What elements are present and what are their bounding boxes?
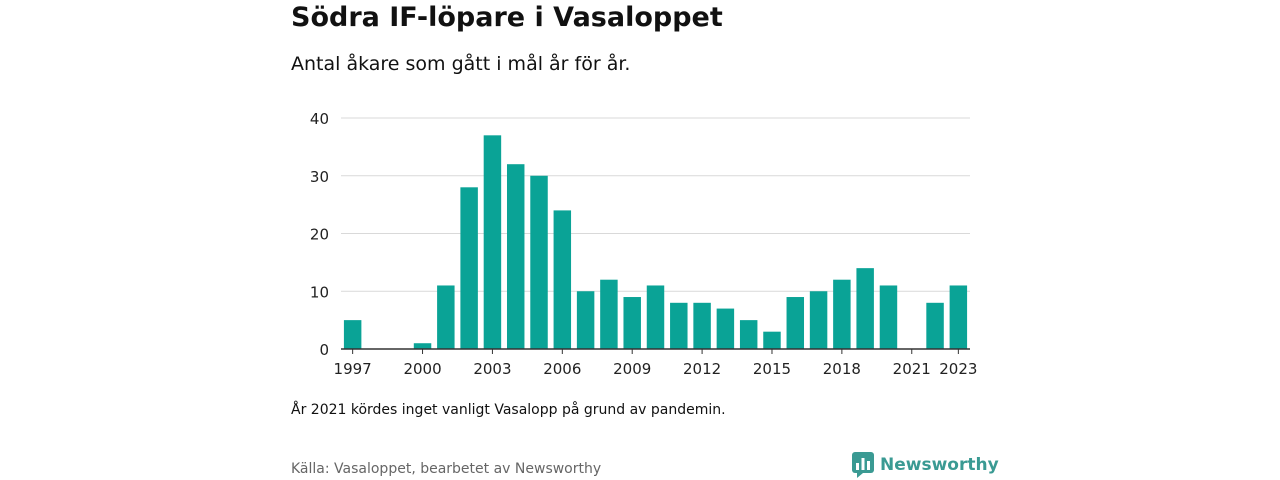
bar-2004 xyxy=(506,164,525,349)
x-tick-label: 1997 xyxy=(334,360,372,378)
x-tick-label: 2018 xyxy=(823,360,861,378)
bar-2010 xyxy=(646,285,665,349)
y-tick-label: 20 xyxy=(310,226,329,244)
bar-2005 xyxy=(530,175,548,349)
bar-2019 xyxy=(856,268,874,349)
chart-subtitle: Antal åkare som gått i mål år för år. xyxy=(291,53,631,75)
chart-title: Södra IF-löpare i Vasaloppet xyxy=(291,2,723,33)
bar-2001 xyxy=(437,285,455,349)
bar-2016 xyxy=(786,297,805,349)
brand-name: Newsworthy xyxy=(880,455,999,475)
y-tick-label: 40 xyxy=(310,110,329,128)
x-tick-label: 2003 xyxy=(473,360,511,378)
bar-chart: 0 10 20 30 40 1997 2000 2003 2006 2009 2012 2015 201… xyxy=(310,110,978,378)
x-tick-label: 2009 xyxy=(613,360,651,378)
bar-2014 xyxy=(739,320,758,349)
x-tick-label: 2012 xyxy=(683,360,721,378)
bar-2022 xyxy=(926,302,944,349)
chart-note: År 2021 kördes inget vanligt Vasalopp på… xyxy=(291,402,726,418)
x-tick-label: 2006 xyxy=(543,360,581,378)
bar-2017 xyxy=(809,291,828,349)
source-credit: Källa: Vasaloppet, bearbetet av Newswort… xyxy=(291,461,602,477)
bar-2023 xyxy=(949,285,968,349)
bar-2011 xyxy=(670,302,688,349)
bar-2002 xyxy=(460,187,478,349)
y-tick-label: 0 xyxy=(319,341,329,359)
newsworthy-brand[interactable]: Newsworthy xyxy=(852,452,999,478)
bar-2009 xyxy=(623,297,641,349)
y-tick-label: 10 xyxy=(310,283,329,301)
newsworthy-logo-icon xyxy=(852,452,874,478)
y-tick-label: 30 xyxy=(310,168,329,186)
x-tick-label: 2021 xyxy=(893,360,931,378)
bar-2008 xyxy=(600,279,618,349)
bar-2003 xyxy=(483,135,502,349)
bar-2015 xyxy=(763,331,781,349)
x-tick-label: 2023 xyxy=(939,360,977,378)
bar-2006 xyxy=(553,210,572,349)
bar-2000 xyxy=(413,343,432,349)
x-tick-label: 2015 xyxy=(753,360,791,378)
bar-2012 xyxy=(693,302,711,349)
bar-1997 xyxy=(343,320,362,349)
x-tick-label: 2000 xyxy=(403,360,441,378)
bar-2013 xyxy=(716,308,735,349)
bar-2018 xyxy=(833,279,851,349)
bar-2020 xyxy=(879,285,898,349)
bar-2007 xyxy=(576,291,595,349)
